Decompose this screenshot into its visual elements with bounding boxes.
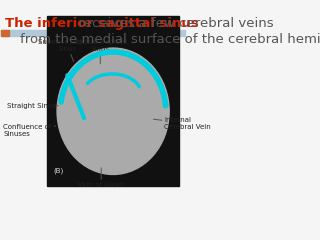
Text: (B): (B) — [53, 168, 64, 174]
Text: Internal
Cerebral Vein: Internal Cerebral Vein — [153, 117, 211, 130]
Ellipse shape — [57, 48, 169, 174]
Bar — [47, 16, 179, 186]
Text: The inferior sagittal sinus: The inferior sagittal sinus — [5, 17, 199, 30]
Text: Superior Sagittal
Sinus: Superior Sagittal Sinus — [38, 39, 97, 62]
Text: Vein of Galen: Vein of Galen — [78, 168, 124, 188]
Text: from the medial surface of the cerebral hemispheres.: from the medial surface of the cerebral … — [20, 33, 320, 46]
Bar — [1, 30, 9, 36]
Bar — [1, 30, 185, 36]
Text: Straight Sinus: Straight Sinus — [7, 103, 58, 109]
Text: Inferior Sagittal
Sinus: Inferior Sagittal Sinus — [73, 39, 127, 64]
Text: Confluence of
Sinuses: Confluence of Sinuses — [3, 124, 55, 137]
Text: receives a few cerebral veins: receives a few cerebral veins — [70, 17, 274, 30]
